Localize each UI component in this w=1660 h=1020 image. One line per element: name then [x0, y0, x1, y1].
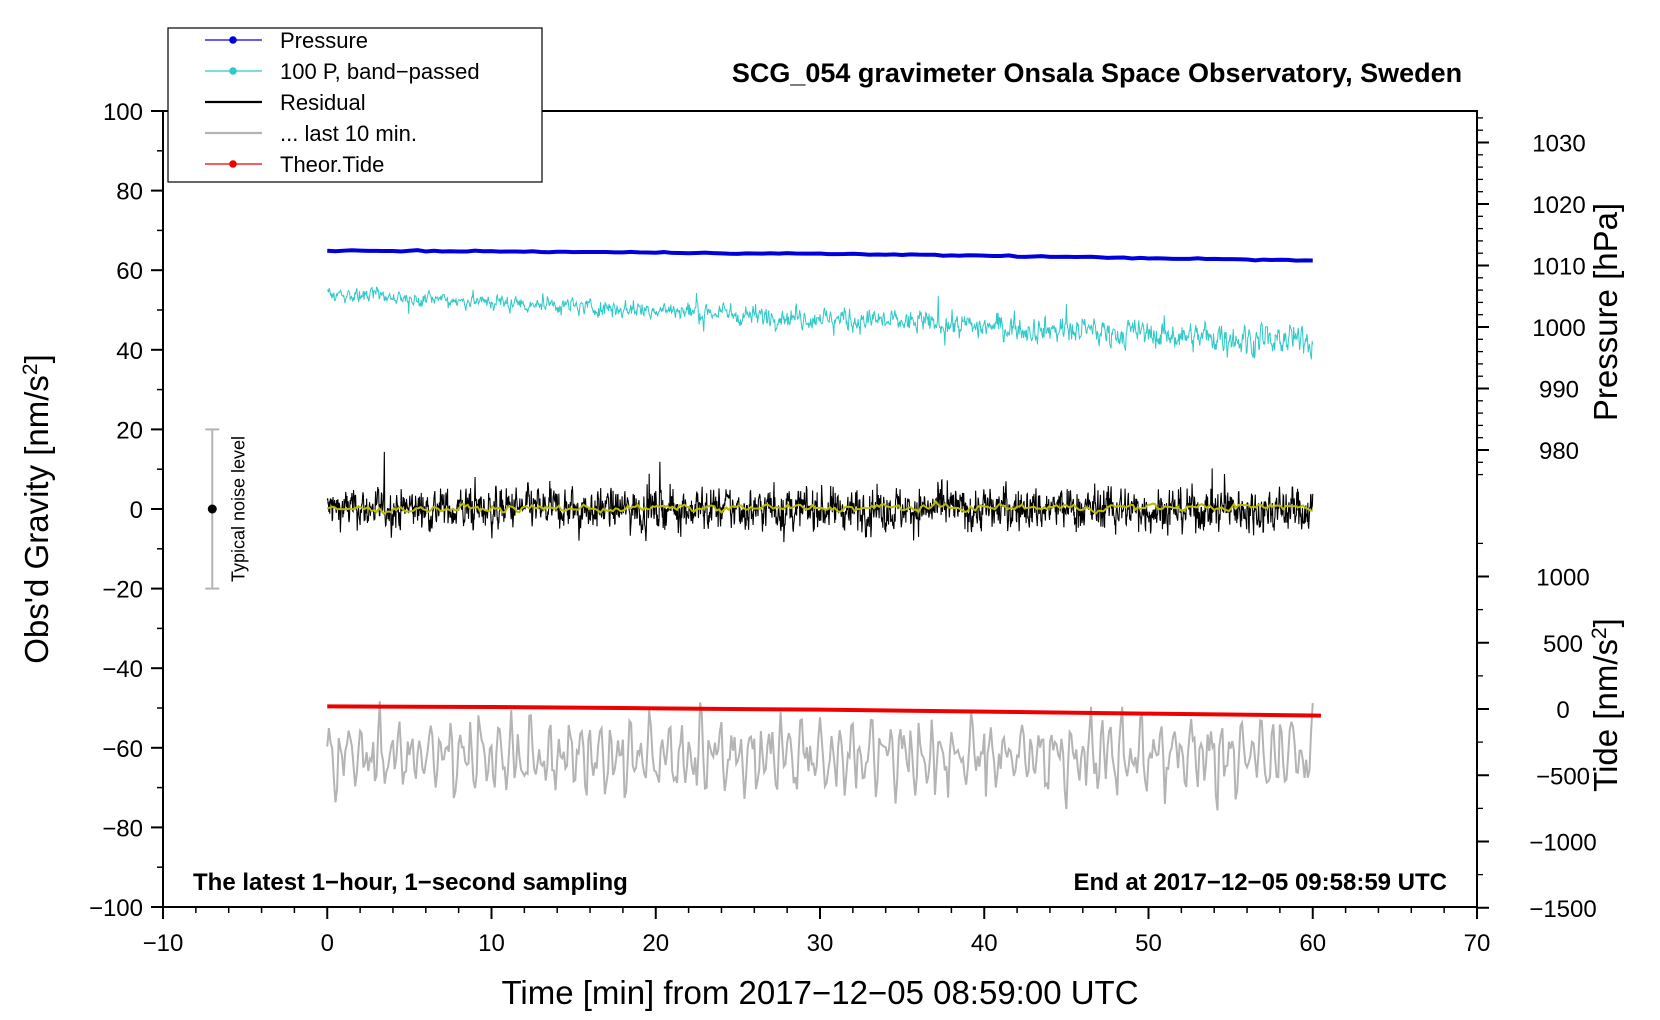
- y-axis-label-pressure: Pressure [hPa]: [1587, 203, 1624, 421]
- plot-frame: [162, 110, 1478, 908]
- annotation-bottom-left: The latest 1−hour, 1−second sampling: [193, 869, 628, 896]
- legend-label: 100 P, band−passed: [280, 59, 480, 84]
- y-axis-gravity: 100 80 60 40 20 0 −20 −40 −60 −80 −100: [89, 99, 163, 922]
- pressure-tick-label: 1030: [1532, 131, 1585, 158]
- y-tick-label: −20: [102, 577, 143, 604]
- series-residual: [326, 451, 1314, 543]
- noise-indicator: Typical noise level: [205, 428, 248, 590]
- y-tick-label: 40: [116, 338, 143, 365]
- y-tick-label: −80: [102, 815, 143, 842]
- series-layer: [326, 248, 1321, 811]
- x-tick-label: 50: [1135, 930, 1162, 957]
- x-tick-label: 60: [1299, 930, 1326, 957]
- legend-marker: [229, 160, 237, 168]
- pressure-tick-label: 1000: [1532, 315, 1585, 342]
- series-smoothed-residual: [326, 499, 1313, 516]
- noise-label: Typical noise level: [228, 436, 248, 582]
- tide-tick-label: 0: [1556, 697, 1569, 724]
- tide-tick-label: −1500: [1529, 896, 1596, 923]
- pressure-tick-label: 1020: [1532, 192, 1585, 219]
- tide-tick-label: −500: [1536, 763, 1590, 790]
- tide-tick-label: −1000: [1529, 830, 1596, 857]
- annotation-bottom-right: End at 2017−12−05 09:58:59 UTC: [1073, 869, 1447, 896]
- x-axis: −10 0 10 20 30 40 50 60 70: [143, 907, 1491, 957]
- legend-label: ... last 10 min.: [280, 121, 417, 146]
- legend: Pressure 100 P, band−passed Residual ... la…: [167, 27, 543, 183]
- y-tick-label: −60: [102, 736, 143, 763]
- y-axis-label-tide: Tide [nm/s2]: [1587, 618, 1624, 792]
- noise-point: [207, 504, 217, 514]
- y-axis-pressure: 980 990 1000 1010 1020 1030: [1477, 117, 1586, 476]
- legend-box: [167, 27, 543, 183]
- legend-label: Residual: [280, 90, 366, 115]
- y-tick-label: 100: [103, 99, 143, 126]
- y-tick-label: 20: [116, 417, 143, 444]
- y-tick-label: −40: [102, 656, 143, 683]
- legend-label: Theor.Tide: [280, 152, 384, 177]
- x-tick-label: 40: [971, 930, 998, 957]
- y-axis-label-gravity: Obs'd Gravity [nm/s2]: [18, 354, 55, 664]
- legend-label: Pressure: [280, 28, 368, 53]
- x-tick-label: 30: [807, 930, 834, 957]
- x-tick-label: 10: [478, 930, 505, 957]
- chart-title: SCG_054 gravimeter Onsala Space Observat…: [732, 58, 1462, 88]
- pressure-tick-label: 990: [1539, 377, 1579, 404]
- pressure-tick-label: 980: [1539, 438, 1579, 465]
- legend-marker: [229, 67, 237, 75]
- series-band-passed-pressure: [326, 286, 1314, 360]
- legend-marker: [229, 36, 237, 44]
- tide-tick-label: 1000: [1536, 565, 1589, 592]
- x-tick-label: 0: [321, 930, 334, 957]
- y-tick-label: −100: [89, 895, 143, 922]
- tide-tick-label: 500: [1543, 631, 1583, 658]
- x-axis-label: Time [min] from 2017−12−05 08:59:00 UTC: [501, 974, 1138, 1011]
- x-tick-label: 70: [1464, 930, 1491, 957]
- y-tick-label: 80: [116, 179, 143, 206]
- y-axis-tide: 1000 500 0 −500 −1000 −1500: [1477, 542, 1597, 923]
- pressure-tick-label: 1010: [1532, 254, 1585, 281]
- x-tick-label: 20: [642, 930, 669, 957]
- y-tick-label: 60: [116, 258, 143, 285]
- series-last-10-min: [326, 701, 1314, 811]
- x-tick-label: −10: [143, 930, 184, 957]
- series-theor-tide: [327, 704, 1321, 718]
- y-tick-label: 0: [130, 497, 143, 524]
- series-pressure: [327, 248, 1313, 263]
